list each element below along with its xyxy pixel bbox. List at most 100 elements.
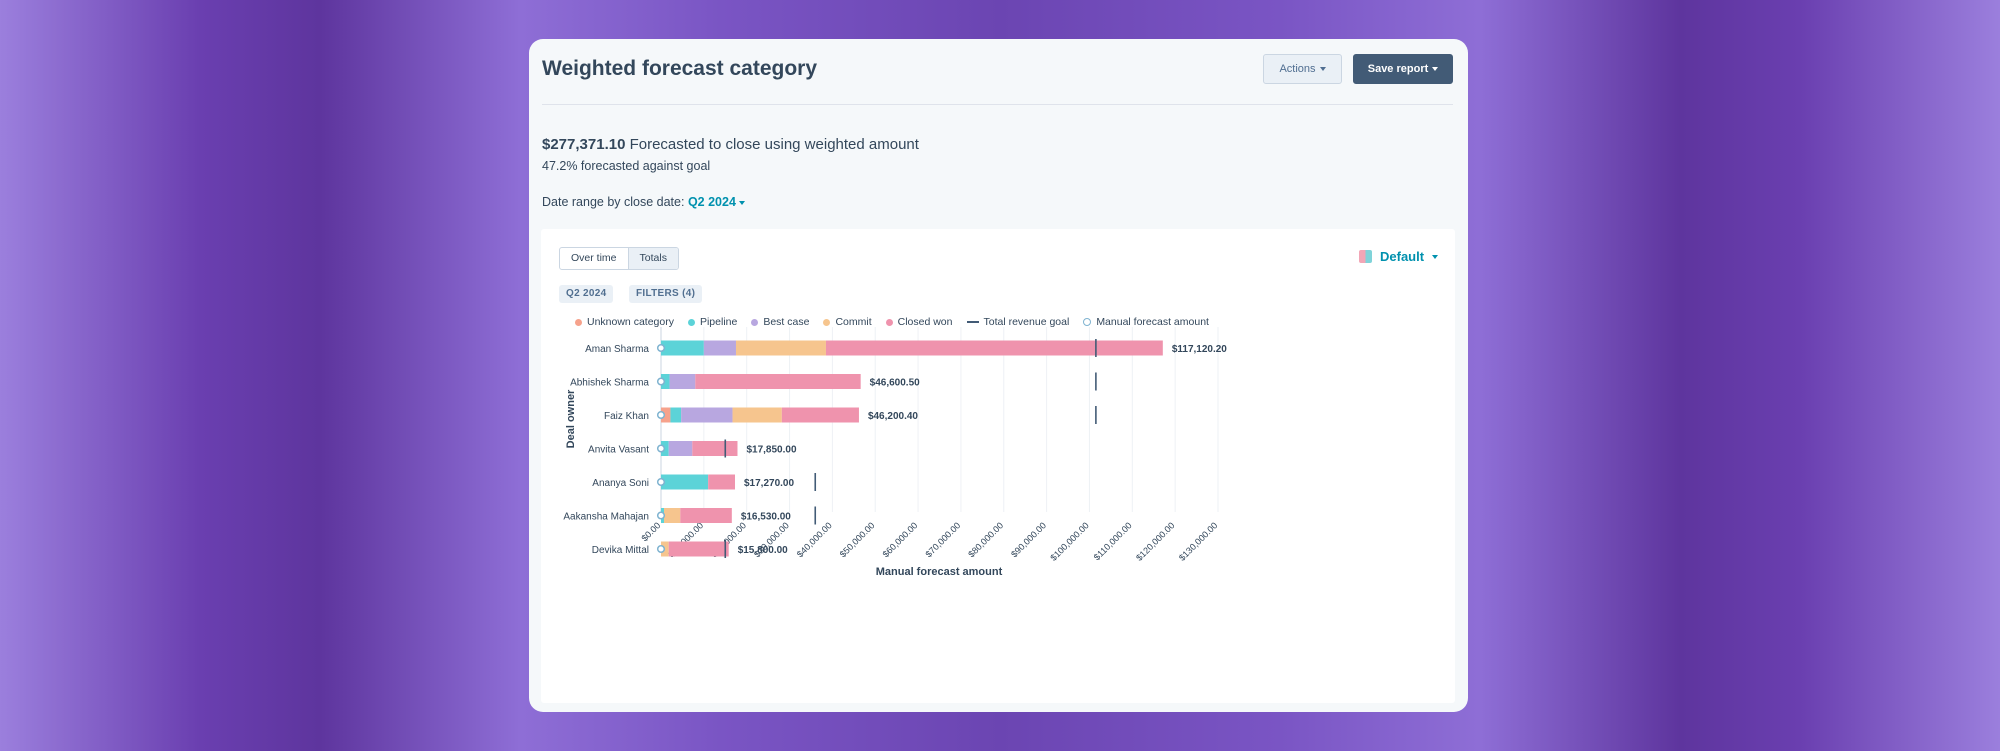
category-label: Ananya Soni — [592, 478, 649, 489]
x-tick-label: $130,000.00 — [1177, 520, 1219, 562]
bar-segment-pipeline[interactable] — [670, 407, 682, 423]
manual-forecast-marker[interactable] — [656, 477, 666, 487]
color-swatch-icon — [1359, 250, 1372, 263]
bar-total-label: $46,600.50 — [870, 378, 920, 389]
legend-label: Pipeline — [699, 316, 738, 328]
date-range-dropdown[interactable]: Q2 2024 — [688, 195, 745, 209]
bar-total-label: $46,200.40 — [868, 411, 918, 422]
bar-total-label: $15,800.00 — [738, 545, 788, 556]
bar-segment-won[interactable] — [680, 508, 732, 523]
bar-segment-won[interactable] — [781, 407, 859, 423]
bar-segment-unknown[interactable] — [661, 407, 671, 423]
x-tick-label: $0.00 — [639, 520, 662, 543]
y-axis-title: Deal owner — [565, 389, 577, 448]
bar-total-label: $16,530.00 — [741, 512, 791, 523]
actions-button[interactable]: Actions — [1263, 54, 1342, 84]
toggle-over-time[interactable]: Over time — [571, 252, 617, 264]
legend-revenue-goal[interactable]: Total revenue goal — [966, 316, 1069, 328]
filters-tag[interactable]: FILTERS (4) — [629, 285, 703, 303]
manual-forecast-marker[interactable] — [656, 410, 666, 420]
category-label: Devika Mittal — [592, 545, 649, 556]
legend-commit[interactable]: Commit — [823, 316, 872, 328]
x-tick-label: $60,000.00 — [881, 520, 920, 559]
caret-down-icon — [1319, 67, 1326, 71]
actions-label: Actions — [1279, 63, 1316, 75]
bar-segment-best[interactable] — [703, 340, 736, 356]
bar-segment-won[interactable] — [825, 340, 1163, 356]
date-range-label: Date range by close date: — [542, 195, 685, 209]
toggle-totals[interactable]: Totals — [627, 248, 678, 269]
bar-segment-best[interactable] — [681, 407, 733, 423]
x-tick-label: $80,000.00 — [966, 520, 1005, 559]
category-label: Anvita Vasant — [588, 445, 649, 456]
legend-best-case[interactable]: Best case — [751, 316, 809, 328]
bar-segment-pipeline[interactable] — [661, 474, 709, 490]
category-label: Abhishek Sharma — [570, 378, 649, 389]
caret-down-icon — [1432, 254, 1439, 259]
x-tick-label: $40,000.00 — [795, 520, 834, 559]
bar-segment-won[interactable] — [692, 441, 738, 456]
manual-forecast-marker[interactable] — [656, 511, 666, 520]
caret-down-icon — [738, 200, 745, 205]
page-title: Weighted forecast category — [542, 57, 818, 80]
manual-forecast-marker[interactable] — [656, 544, 666, 554]
report-header: Weighted forecast category Actions Save … — [529, 39, 1468, 105]
x-tick-label: $70,000.00 — [923, 520, 962, 559]
category-label: Faiz Khan — [604, 411, 649, 422]
manual-forecast-marker[interactable] — [656, 343, 666, 353]
legend-label: Commit — [835, 316, 872, 328]
x-tick-label: $120,000.00 — [1134, 520, 1176, 562]
date-range-value: Q2 2024 — [687, 195, 736, 209]
chart-panel: Over time Totals Default Q2 2024 FILTERS… — [541, 229, 1455, 703]
bar-segment-best[interactable] — [668, 441, 693, 456]
caret-down-icon — [1432, 67, 1439, 71]
x-tick-label: $100,000.00 — [1048, 520, 1090, 562]
legend-pipeline[interactable]: Pipeline — [687, 316, 738, 328]
line-icon — [966, 321, 979, 323]
x-tick-label: $90,000.00 — [1009, 520, 1048, 559]
x-tick-label: $110,000.00 — [1092, 520, 1134, 562]
category-label: Aman Sharma — [585, 344, 649, 355]
view-selector[interactable]: Default — [1359, 249, 1439, 264]
dot-icon — [687, 318, 695, 326]
dot-icon — [885, 318, 893, 326]
save-report-button[interactable]: Save report — [1353, 54, 1453, 84]
bar-total-label: $17,850.00 — [746, 445, 796, 456]
forecast-bar-chart: $0.00 $10,000.00 $20,000.00 $30,000.00 $40,0… — [563, 327, 1227, 578]
dot-icon — [575, 318, 582, 326]
bar-total-label: $117,120.20 — [1172, 344, 1227, 355]
bar-segment-won[interactable] — [668, 541, 729, 557]
date-range: Date range by close date: Q2 2024 — [542, 195, 745, 209]
goal-percentage: 47.2% forecasted against goal — [542, 159, 711, 173]
bar-segment-won[interactable] — [695, 374, 861, 389]
bar-segment-won[interactable] — [708, 474, 735, 490]
legend-unknown[interactable]: Unknown category — [575, 316, 674, 328]
bar-segment-commit[interactable] — [735, 340, 826, 356]
legend-closed-won[interactable]: Closed won — [885, 316, 953, 328]
forecast-summary: $277,371.10 Forecasted to close using we… — [542, 136, 919, 153]
manual-forecast-marker[interactable] — [656, 444, 666, 453]
bar-total-label: $17,270.00 — [744, 478, 794, 489]
bar-segment-best[interactable] — [669, 374, 696, 389]
ring-icon — [1083, 318, 1092, 326]
save-report-label: Save report — [1367, 63, 1429, 75]
dot-icon — [751, 318, 759, 326]
manual-forecast-marker[interactable] — [656, 377, 666, 386]
bar-segment-commit[interactable] — [663, 508, 681, 523]
view-selector-label: Default — [1380, 249, 1425, 264]
bar-segment-commit[interactable] — [732, 407, 782, 423]
category-label: Aakansha Mahajan — [563, 512, 649, 523]
bar-segment-pipeline[interactable] — [661, 374, 670, 389]
legend-label: Closed won — [897, 316, 953, 328]
legend-label: Manual forecast amount — [1096, 316, 1209, 328]
date-tag[interactable]: Q2 2024 — [559, 285, 614, 303]
forecast-amount: $277,371.10 — [542, 136, 626, 153]
legend-manual-forecast[interactable]: Manual forecast amount — [1083, 316, 1209, 328]
forecast-amount-text: Forecasted to close using weighted amoun… — [629, 136, 919, 153]
view-toggle: Over time Totals — [559, 247, 679, 270]
dot-icon — [823, 318, 831, 326]
legend-label: Unknown category — [587, 316, 674, 328]
legend-label: Best case — [763, 316, 810, 328]
report-card: Weighted forecast category Actions Save … — [529, 39, 1468, 712]
bar-segment-pipeline[interactable] — [661, 340, 704, 356]
